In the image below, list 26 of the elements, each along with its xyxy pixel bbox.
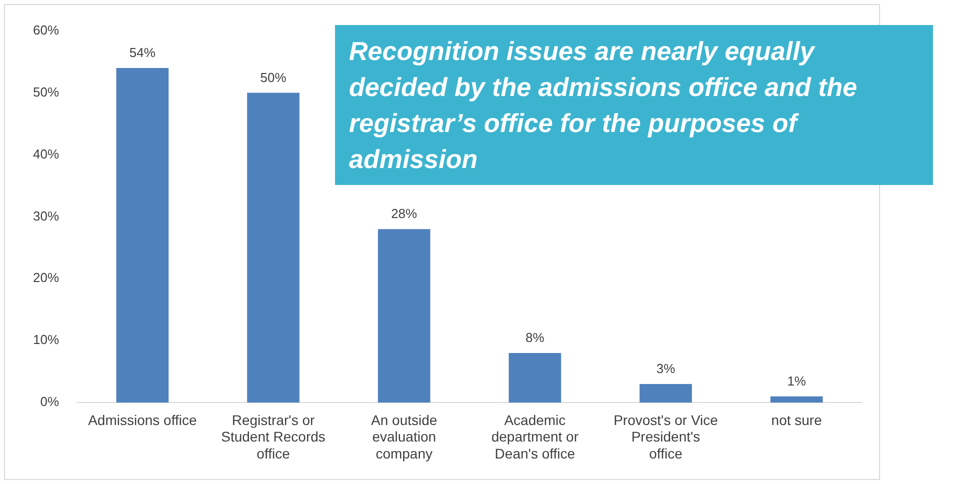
x-tick-label: Academic department or Dean's office bbox=[491, 412, 579, 462]
bar bbox=[116, 68, 169, 403]
bar bbox=[508, 353, 562, 403]
bar bbox=[378, 229, 430, 403]
x-tick-label: Admissions office bbox=[88, 412, 197, 428]
y-tick-label: 30% bbox=[32, 208, 60, 224]
y-tick-label: 40% bbox=[32, 146, 60, 162]
y-tick-label: 50% bbox=[32, 84, 60, 100]
bar bbox=[247, 92, 300, 403]
bar bbox=[770, 396, 823, 403]
y-tick-label: 20% bbox=[32, 270, 60, 286]
data-label: 3% bbox=[656, 361, 676, 376]
y-tick-label: 0% bbox=[40, 394, 60, 410]
y-tick-label: 10% bbox=[32, 332, 60, 348]
data-label: 54% bbox=[129, 45, 156, 60]
data-label: 8% bbox=[526, 330, 545, 346]
data-label: 50% bbox=[260, 70, 287, 85]
bar bbox=[640, 384, 692, 403]
x-tick-label: not sure bbox=[771, 412, 822, 428]
x-tick-label: Registrar's or Student Records office bbox=[221, 412, 326, 462]
y-tick-label: 60% bbox=[32, 22, 60, 38]
callout-box: Recognition issues are nearly equally decided by the admissions office and the registrar’s office for the purposes of admission bbox=[335, 25, 933, 185]
x-tick-label: An outside evaluation company bbox=[371, 412, 438, 462]
data-label: 1% bbox=[787, 373, 806, 388]
data-label: 28% bbox=[391, 206, 418, 222]
x-tick-label: Provost's or Vice President's office bbox=[614, 412, 718, 462]
